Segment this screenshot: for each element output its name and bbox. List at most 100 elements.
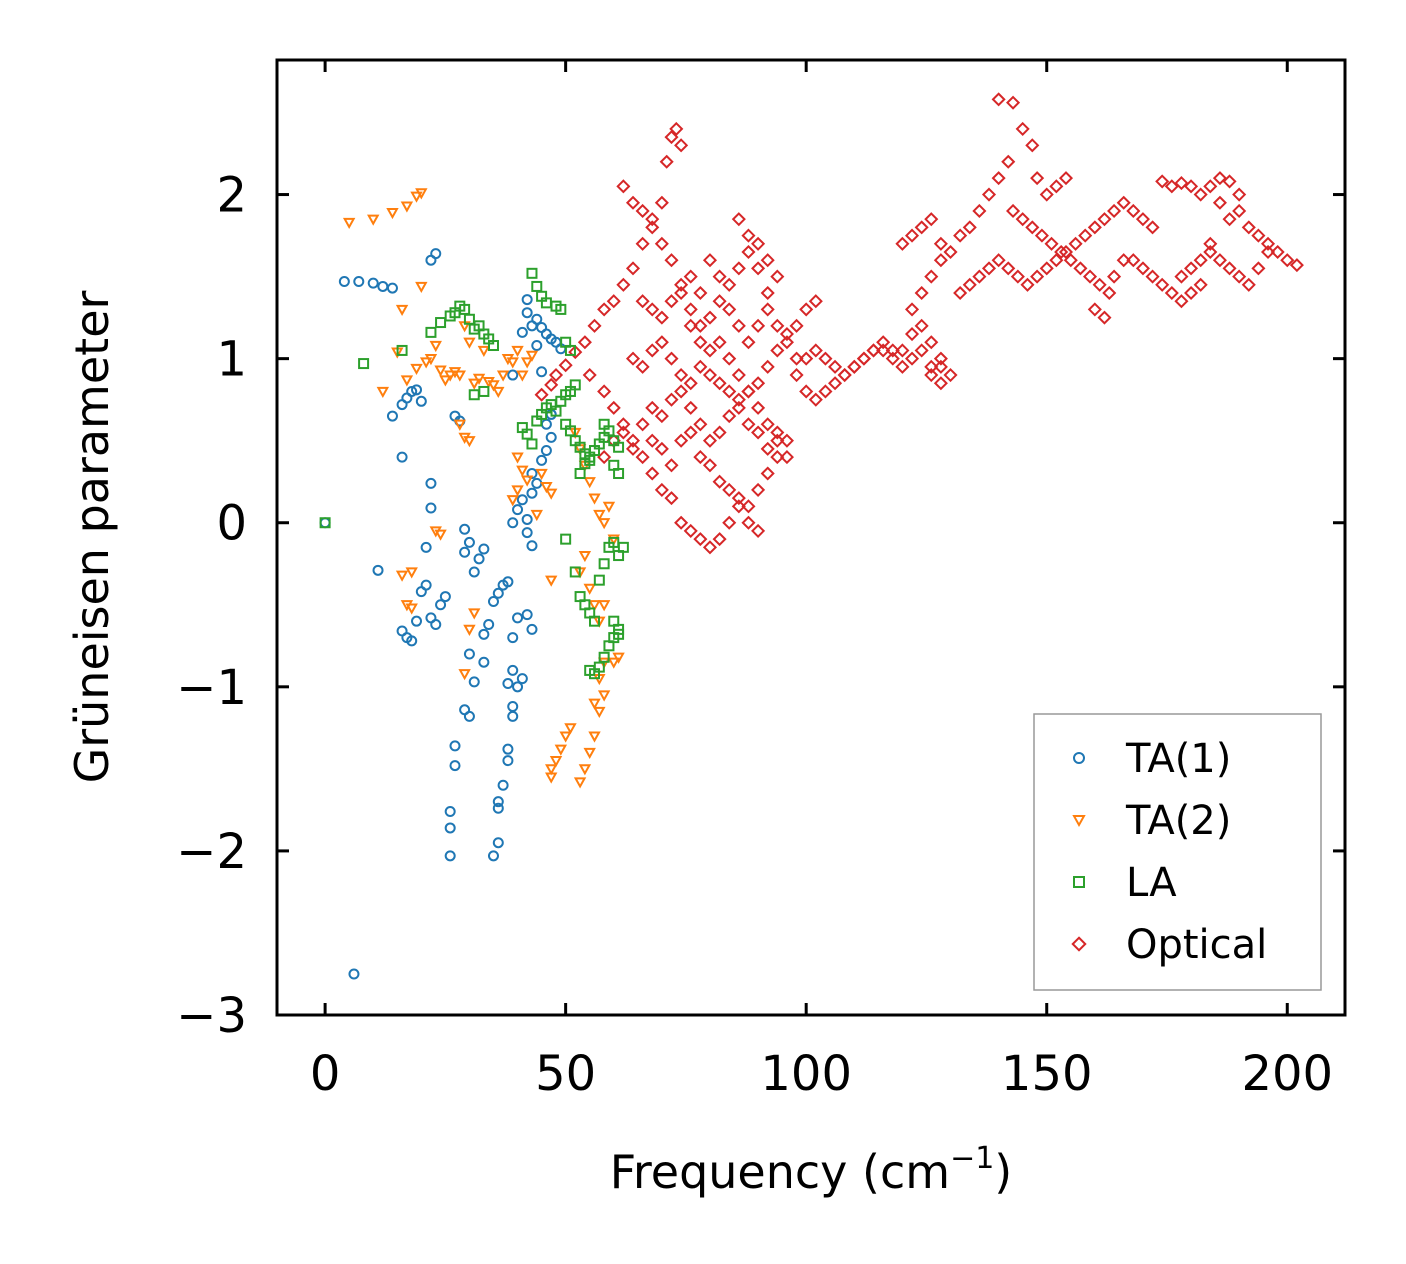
data-point <box>502 755 514 767</box>
data-point <box>395 570 409 582</box>
data-point <box>520 357 534 369</box>
series-la <box>319 267 629 680</box>
data-point <box>367 214 380 226</box>
data-point <box>1251 261 1266 276</box>
data-point <box>411 384 423 396</box>
data-point <box>1174 176 1189 191</box>
axis-ticks: 0 50 100 150 200 −3 −2 −1 0 1 2 <box>176 60 1345 1102</box>
data-point <box>712 425 727 440</box>
data-point <box>430 618 442 630</box>
data-point <box>770 269 785 284</box>
data-point <box>598 418 610 430</box>
data-point <box>625 195 641 210</box>
data-point <box>1015 121 1030 136</box>
data-point <box>808 343 823 358</box>
data-point <box>1232 203 1247 219</box>
data-point <box>386 282 398 294</box>
data-point <box>597 450 612 465</box>
data-point <box>477 345 491 357</box>
y-tick-label: −1 <box>176 660 247 716</box>
data-point <box>512 612 524 624</box>
data-point <box>463 624 476 636</box>
data-point <box>751 400 766 415</box>
data-point <box>924 359 939 374</box>
data-point <box>1260 236 1276 251</box>
data-point <box>555 303 567 315</box>
data-point <box>1078 228 1093 243</box>
data-point <box>664 458 679 473</box>
data-point <box>664 130 679 145</box>
data-point <box>507 517 519 529</box>
data-point <box>751 482 766 497</box>
data-point <box>512 504 524 516</box>
data-point <box>760 441 775 456</box>
data-point <box>645 220 660 235</box>
x-tick-label: 200 <box>1241 1046 1333 1102</box>
data-point <box>635 203 650 219</box>
data-point <box>683 523 698 538</box>
data-point <box>693 318 708 333</box>
data-point <box>405 567 418 579</box>
data-point <box>751 376 766 391</box>
data-point <box>1174 269 1189 284</box>
data-point <box>521 527 533 539</box>
data-point <box>741 244 756 260</box>
data-point <box>420 541 432 553</box>
data-point <box>463 536 475 548</box>
data-point <box>751 261 766 276</box>
data-point <box>659 154 674 169</box>
data-point <box>683 269 698 284</box>
data-point <box>1241 277 1256 292</box>
data-point <box>731 491 746 506</box>
data-point <box>1212 253 1227 268</box>
data-point <box>516 673 528 685</box>
data-point <box>492 837 504 849</box>
data-point <box>1063 253 1078 268</box>
data-point <box>654 195 669 210</box>
data-point <box>751 236 766 251</box>
data-point <box>492 587 504 599</box>
data-point <box>1049 179 1064 194</box>
legend-marker <box>1073 876 1085 888</box>
data-point <box>635 450 650 465</box>
data-point <box>712 376 727 391</box>
data-point <box>597 302 612 317</box>
data-point <box>943 244 958 260</box>
data-point <box>545 575 558 587</box>
data-point <box>1015 212 1030 227</box>
data-point <box>1030 269 1045 284</box>
data-point <box>521 513 533 525</box>
data-point <box>415 395 427 407</box>
data-point <box>943 368 958 383</box>
data-point <box>612 652 625 664</box>
data-point <box>731 318 746 333</box>
data-point <box>597 600 611 612</box>
data-point <box>483 618 495 630</box>
data-point <box>497 779 509 791</box>
y-tick-label: 0 <box>216 496 247 552</box>
data-point <box>386 208 399 220</box>
data-point <box>760 302 775 317</box>
data-point <box>885 351 900 366</box>
y-tick-label: −3 <box>176 988 247 1044</box>
data-point <box>554 744 568 756</box>
data-point <box>1145 220 1160 235</box>
data-point <box>635 236 650 251</box>
data-point <box>435 317 447 329</box>
data-point <box>924 368 939 383</box>
data-point <box>669 121 684 136</box>
data-point <box>396 451 408 463</box>
data-point <box>779 433 794 448</box>
data-point <box>577 335 592 350</box>
data-point <box>645 400 660 415</box>
data-point <box>1174 294 1189 309</box>
data-point <box>453 419 467 431</box>
data-point <box>1058 171 1074 186</box>
data-point <box>770 425 785 440</box>
data-point <box>741 335 756 350</box>
data-point <box>654 310 669 325</box>
data-point <box>625 441 641 456</box>
data-point <box>608 615 620 627</box>
data-point <box>319 517 331 529</box>
data-point <box>702 310 718 325</box>
